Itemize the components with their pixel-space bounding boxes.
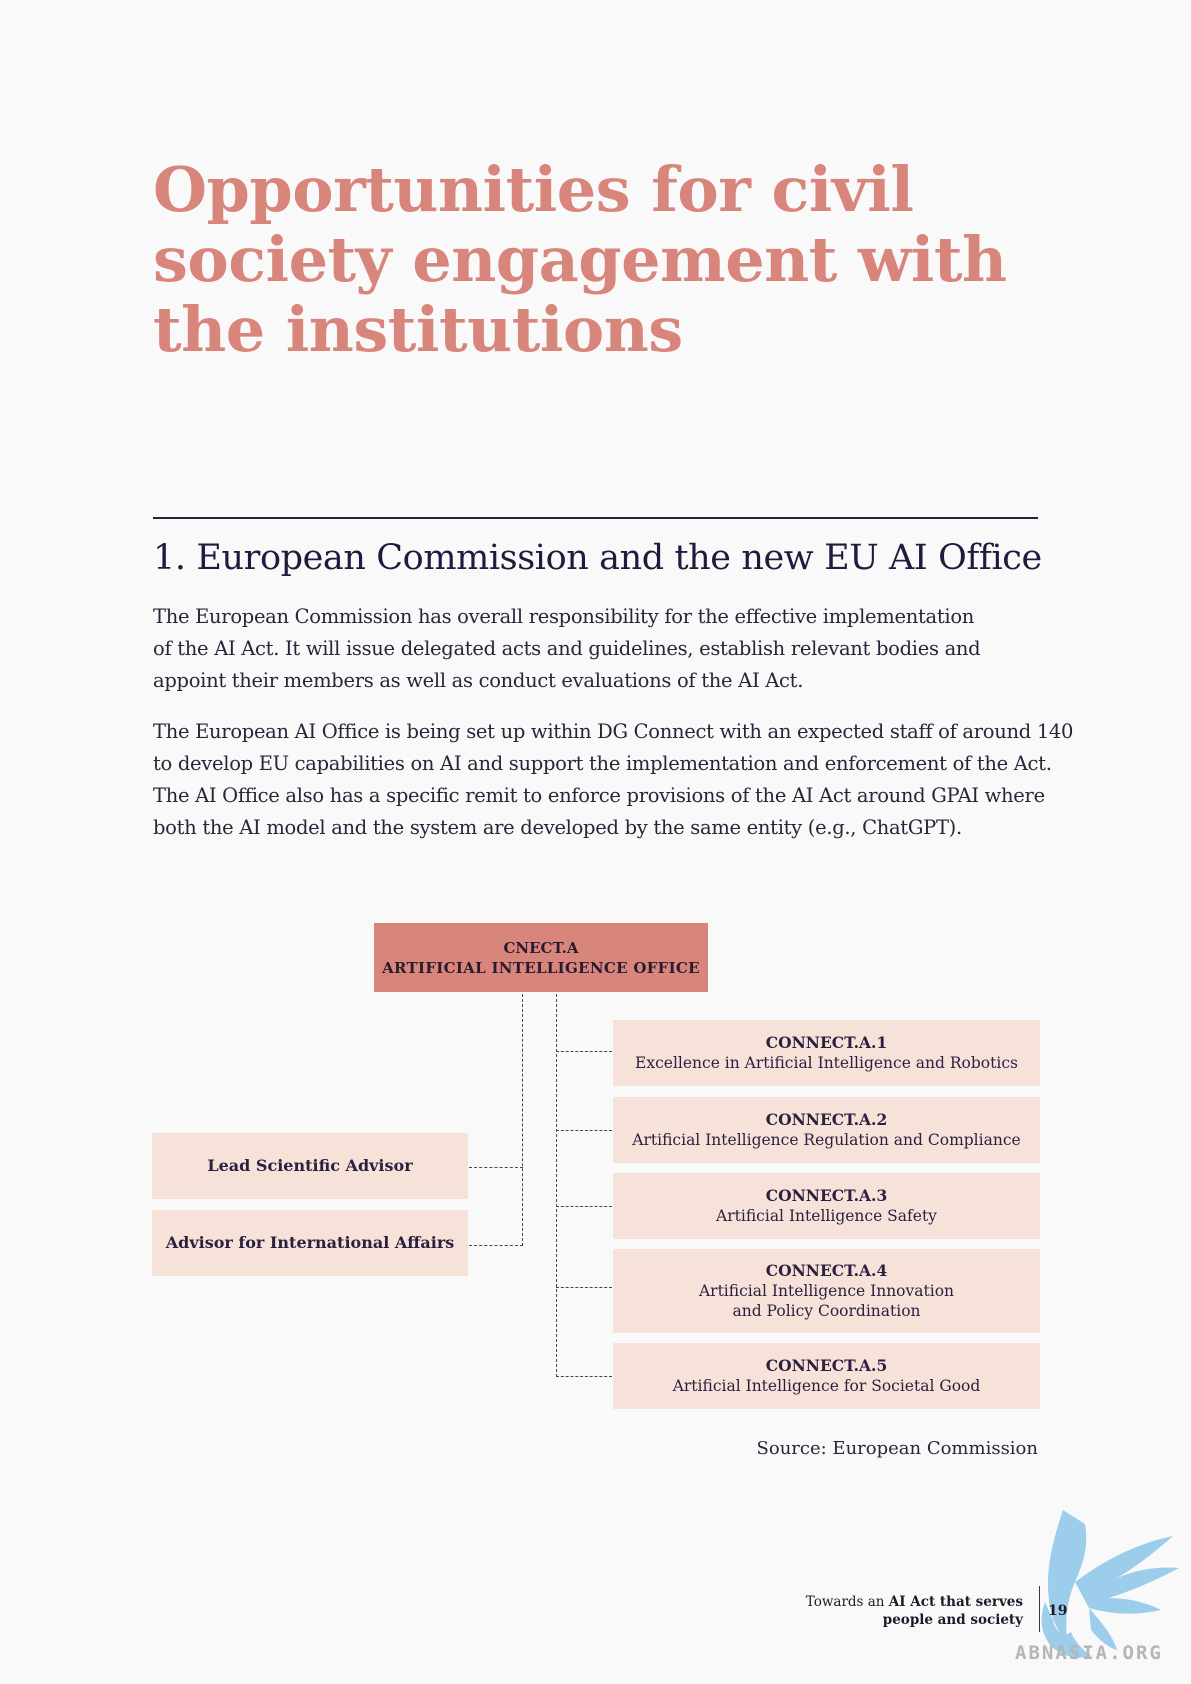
org-box-advisor-international-affairs: Advisor for International Affairs [152,1210,468,1276]
paragraph-line: both the AI model and the system are dev… [153,816,962,839]
watermark-text: ABNASIA.ORG [1015,1642,1163,1664]
footer-line-bold: AI Act that serves [888,1594,1023,1610]
connector-unit-1 [556,1051,612,1052]
org-box-name: Lead Scientific Advisor [207,1156,413,1175]
title-line: society engagement with [153,223,1007,296]
paragraph-line: to develop EU capabilities on AI and sup… [153,752,1052,775]
org-box-unit-a4: CONNECT.A.4 Artificial Intelligence Inno… [613,1249,1040,1333]
page-title: Opportunities for civil society engageme… [153,155,1053,365]
paragraph-line: of the AI Act. It will issue delegated a… [153,637,981,660]
org-box-ai-office: CNECT.A ARTIFICIAL INTELLIGENCE OFFICE [374,923,708,992]
connector-advisor-1 [469,1167,523,1168]
paragraph-commission: The European Commission has overall resp… [153,601,1053,697]
org-box-name: Advisor for International Affairs [165,1233,455,1252]
connector-unit-2 [556,1130,612,1131]
org-box-code: CONNECT.A.3 [765,1186,888,1205]
page-number: 19 [1048,1603,1068,1619]
org-box-lead-scientific-advisor: Lead Scientific Advisor [152,1133,468,1199]
connector-advisor-2 [469,1245,523,1246]
org-box-unit-a5: CONNECT.A.5 Artificial Intelligence for … [613,1343,1040,1409]
title-line: Opportunities for civil [153,153,914,226]
org-box-name: ARTIFICIAL INTELLIGENCE OFFICE [382,958,700,977]
connector-unit-3 [556,1206,612,1207]
chart-source: Source: European Commission [756,1438,1038,1459]
org-box-code: CONNECT.A.4 [765,1261,888,1280]
footer-divider [1039,1586,1040,1632]
org-box-name: and Policy Coordination [732,1302,921,1320]
footer-line: people and society [700,1611,1023,1629]
paragraph-line: The European Commission has overall resp… [153,605,975,628]
connector-advisors-vertical [522,994,523,1246]
bird-logo-icon [1041,1510,1179,1658]
org-box-unit-a2: CONNECT.A.2 Artificial Intelligence Regu… [613,1097,1040,1163]
section-divider [153,517,1038,519]
section-heading: 1. European Commission and the new EU AI… [153,538,1042,578]
org-box-code: CONNECT.A.5 [765,1356,888,1375]
org-box-name: Artificial Intelligence Innovation [698,1282,955,1300]
footer-line-prefix: Towards an [805,1594,889,1610]
footer-line: Towards an AI Act that serves [700,1593,1023,1611]
connector-unit-5 [556,1376,612,1377]
paragraph-line: The European AI Office is being set up w… [153,720,1074,743]
org-box-name: Excellence in Artificial Intelligence an… [635,1054,1018,1072]
org-box-name: Artificial Intelligence Safety [716,1207,937,1225]
org-box-unit-a1: CONNECT.A.1 Excellence in Artificial Int… [613,1020,1040,1086]
footer-line-bold: people and society [882,1612,1023,1628]
title-line: the institutions [153,293,683,366]
org-box-code: CNECT.A [503,938,579,957]
paragraph-line: appoint their members as well as conduct… [153,669,804,692]
org-box-unit-a3: CONNECT.A.3 Artificial Intelligence Safe… [613,1173,1040,1239]
connector-units-vertical [556,994,557,1377]
connector-unit-4 [556,1287,612,1288]
footer-publication-title: Towards an AI Act that serves people and… [700,1593,1023,1629]
org-box-name: Artificial Intelligence Regulation and C… [632,1131,1021,1149]
paragraph-ai-office: The European AI Office is being set up w… [153,716,1074,844]
org-box-name: Artificial Intelligence for Societal Goo… [672,1377,981,1395]
org-box-code: CONNECT.A.1 [765,1033,888,1052]
paragraph-line: The AI Office also has a specific remit … [153,784,1045,807]
org-box-code: CONNECT.A.2 [765,1110,888,1129]
